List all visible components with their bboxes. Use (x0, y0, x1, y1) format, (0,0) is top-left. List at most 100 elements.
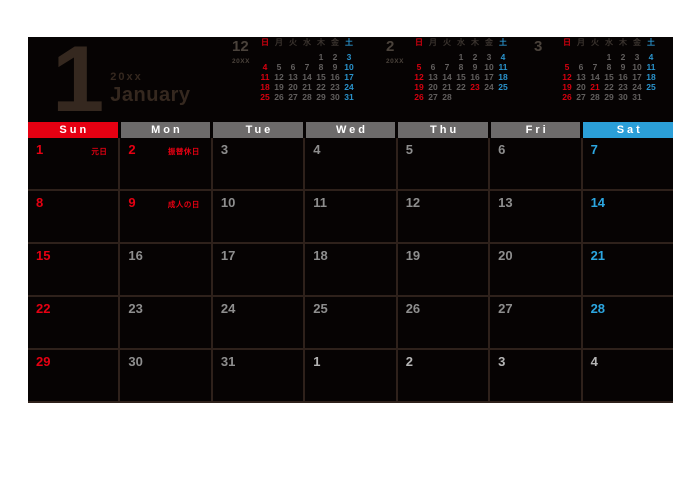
mini-date: 4 (500, 52, 506, 62)
mini-date: 10 (484, 62, 494, 72)
mini-date: 20 (576, 82, 586, 92)
date-number: 22 (36, 301, 51, 316)
mini-date: 20 (288, 82, 298, 92)
date-number: 27 (498, 301, 513, 316)
mini-date: 10 (344, 62, 354, 72)
mini-grid: 日月火水木金土 1 2 3 4 5 6 7 8 9 10 11 12 13 14 15 16 17 18 19 20 21… (258, 38, 356, 102)
mini-date: 15 (316, 72, 326, 82)
mini-day-header: 水 (303, 38, 311, 47)
mini-date: 2 (620, 52, 626, 62)
mini-day-header: 月 (429, 38, 437, 47)
date-number: 19 (405, 248, 421, 263)
mini-date (496, 92, 510, 102)
mini-date: 25 (260, 92, 270, 102)
mini-day-header: 水 (605, 38, 613, 47)
mini-date (426, 52, 440, 62)
date-cell: 20 (490, 244, 581, 295)
month-number-big: 1 (52, 26, 104, 131)
mini-day-header: 金 (485, 38, 493, 47)
mini-day-header: 火 (591, 38, 599, 47)
main-day-header-row: Sun Mon Tue Wed Thu Fri Sat (28, 122, 674, 138)
mini-date: 18 (646, 72, 656, 82)
mini-date: 11 (260, 72, 270, 82)
mini-day-header: 火 (289, 38, 297, 47)
mini-year: 20XX (232, 58, 250, 65)
month-title-block: 1 20xx January (52, 26, 191, 131)
mini-date: 21 (442, 82, 452, 92)
date-number: 9 (128, 195, 136, 210)
mini-date (644, 92, 658, 102)
date-cell: 14 (582, 191, 673, 242)
date-number: 5 (405, 142, 413, 157)
mini-date: 28 (442, 92, 452, 102)
mini-date: 10 (632, 62, 642, 72)
day-header-tue: Tue (213, 122, 303, 138)
mini-year: 20XX (386, 58, 404, 65)
mini-date: 25 (498, 82, 508, 92)
date-cell: 13 (490, 191, 581, 242)
mini-date: 27 (428, 92, 438, 102)
date-cell: 29 (28, 350, 119, 401)
date-number: 20 (498, 248, 513, 263)
mini-day-header: 土 (647, 38, 655, 47)
date-number: 1 (313, 354, 321, 369)
date-number: 2 (128, 142, 136, 157)
date-number: 8 (36, 195, 44, 210)
mini-date: 29 (604, 92, 614, 102)
mini-date: 17 (344, 72, 354, 82)
mini-date: 6 (430, 62, 436, 72)
mini-date: 13 (428, 72, 438, 82)
mini-date: 9 (472, 62, 478, 72)
date-cell: 27 (490, 297, 581, 348)
mini-calendar: 3 日月火水木金土 1 2 3 4 5 6 7 8 9 10 11 12 13 14 15 16 17 18 19 20… (534, 38, 658, 102)
mini-date: 5 (276, 62, 282, 72)
date-number: 14 (590, 195, 606, 210)
date-cell: 16 (120, 244, 211, 295)
mini-date: 18 (498, 72, 508, 82)
mini-date (440, 52, 454, 62)
mini-day-header: 水 (457, 38, 465, 47)
date-cell: 31 (212, 350, 304, 401)
mini-date: 4 (262, 62, 268, 72)
mini-date: 15 (456, 72, 466, 82)
main-grid: 1 元日 2 振替休日 3 4 5 6 7 8 9 成人の日 10 11 12 13 14 15 16 17 18 19 2… (28, 138, 673, 403)
mini-date: 22 (316, 82, 326, 92)
mini-day-header: 金 (633, 38, 641, 47)
mini-date: 15 (604, 72, 614, 82)
date-number: 24 (220, 301, 236, 316)
date-number: 3 (220, 142, 229, 157)
mini-day-header: 火 (443, 38, 451, 47)
mini-date: 3 (486, 52, 492, 62)
mini-date: 31 (632, 92, 642, 102)
mini-date: 1 (458, 52, 464, 62)
mini-day-header: 月 (577, 38, 585, 47)
mini-date: 16 (470, 72, 480, 82)
date-cell: 28 (582, 297, 673, 348)
date-cell: 10 (212, 191, 304, 242)
month-title-text: 20xx January (110, 41, 190, 117)
date-cell: 9 成人の日 (120, 191, 211, 242)
holiday-label: 元日 (91, 147, 108, 156)
mini-day-header: 日 (415, 38, 423, 47)
date-cell: 5 (397, 138, 489, 189)
date-cell: 17 (212, 244, 304, 295)
date-number: 6 (498, 142, 506, 157)
mini-date: 14 (442, 72, 452, 82)
date-cell: 21 (582, 244, 673, 295)
mini-day-header: 日 (563, 38, 571, 47)
mini-date: 23 (330, 82, 340, 92)
date-cell: 6 (490, 138, 581, 189)
date-number: 15 (36, 248, 51, 263)
mini-date: 22 (604, 82, 614, 92)
mini-date: 14 (590, 72, 600, 82)
date-cell: 15 (28, 244, 119, 295)
mini-month-number: 12 (232, 38, 249, 55)
mini-date: 14 (302, 72, 312, 82)
mini-date: 2 (472, 52, 478, 62)
date-cell: 12 (397, 191, 489, 242)
mini-date: 12 (274, 72, 284, 82)
date-number: 18 (313, 248, 328, 263)
year-label: 20xx (110, 71, 143, 83)
mini-date: 19 (562, 82, 572, 92)
